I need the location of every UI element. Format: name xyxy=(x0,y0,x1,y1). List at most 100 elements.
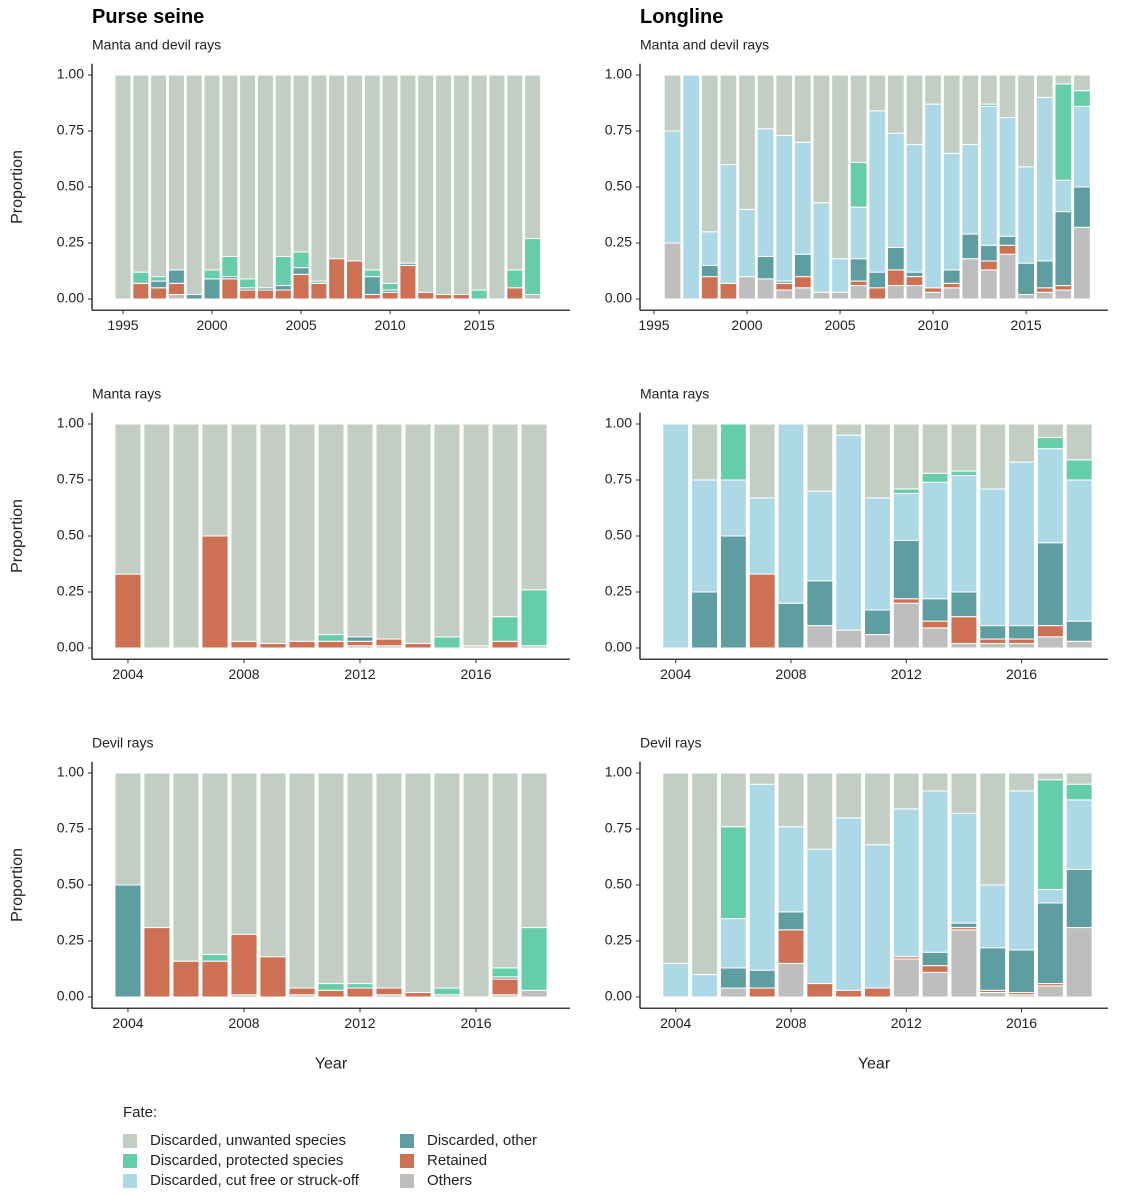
bar-segment xyxy=(979,423,1007,490)
bar-segment xyxy=(1065,772,1093,785)
bar-segment xyxy=(886,132,905,248)
bar-segment xyxy=(1017,294,1035,300)
bar-segment xyxy=(363,269,381,278)
bar-segment xyxy=(520,772,548,929)
bar-segment xyxy=(328,74,346,260)
bar-segment xyxy=(317,423,345,636)
bar-segment xyxy=(345,260,364,300)
bar-segment xyxy=(274,285,292,291)
bar-segment xyxy=(892,423,920,490)
bar-segment xyxy=(292,251,310,269)
bar-segment xyxy=(924,103,942,289)
bar-segment xyxy=(662,423,690,649)
bar-segment xyxy=(1008,625,1036,640)
bar-segment xyxy=(399,264,417,300)
bar-segment xyxy=(259,772,287,958)
bar-segment xyxy=(700,231,719,266)
bar-segment xyxy=(506,269,524,289)
bar-segment xyxy=(979,992,1007,998)
bar-segment xyxy=(274,74,292,257)
y-tick-label: 0.75 xyxy=(605,471,632,487)
x-tick-label: 2010 xyxy=(918,317,949,333)
bar-segment xyxy=(1017,262,1035,296)
bar-segment xyxy=(1008,790,1036,951)
bar-segment xyxy=(849,285,868,300)
bar-segment xyxy=(201,423,229,537)
bar-segment xyxy=(491,978,519,996)
y-tick-label: 0.25 xyxy=(57,583,84,599)
bar-segment xyxy=(892,488,920,494)
bar-segment xyxy=(700,264,719,278)
bar-segment xyxy=(506,287,524,300)
bar-segment xyxy=(363,294,381,300)
y-tick-label: 0.00 xyxy=(57,639,84,655)
bar-segment xyxy=(172,960,200,998)
bar-segment xyxy=(961,143,980,235)
bar-segment xyxy=(998,74,1017,119)
y-tick-label: 1.00 xyxy=(57,764,84,780)
bar-segment xyxy=(905,143,924,273)
bar-segment xyxy=(520,989,548,998)
bar-segment xyxy=(663,74,682,132)
bar-segment xyxy=(691,772,719,976)
x-tick-label: 2004 xyxy=(660,666,691,682)
bar-segment xyxy=(1036,436,1064,450)
y-tick-label: 0.50 xyxy=(605,876,632,892)
bar-segment xyxy=(863,423,891,499)
bar-segment xyxy=(1065,640,1093,649)
bar-segment xyxy=(274,255,292,287)
bar-segment xyxy=(998,253,1017,300)
bar-segment xyxy=(1036,779,1064,890)
bar-segment xyxy=(185,74,203,296)
bar-segment xyxy=(143,927,171,998)
bar-segment xyxy=(404,643,432,649)
bar-segment xyxy=(775,289,794,300)
bar-segment xyxy=(921,965,949,973)
bar-segment xyxy=(433,772,461,989)
bar-segment xyxy=(1017,166,1035,264)
legend-label: Retained xyxy=(427,1152,487,1169)
y-tick-label: 1.00 xyxy=(605,66,632,82)
legend-swatch xyxy=(400,1154,414,1168)
bar-segment xyxy=(979,772,1007,886)
x-tick-label: 2005 xyxy=(824,317,855,333)
bar-segment xyxy=(942,269,961,284)
bar-segment xyxy=(905,276,924,287)
bar-segment xyxy=(363,276,381,296)
bar-segment xyxy=(1008,949,1036,994)
bar-segment xyxy=(381,291,399,300)
bar-segment xyxy=(381,282,399,291)
x-tick-label: 2000 xyxy=(731,317,762,333)
bar-segment xyxy=(1073,186,1091,228)
bar-segment xyxy=(520,423,548,591)
y-tick-label: 0.50 xyxy=(57,178,84,194)
bar-segment xyxy=(132,282,150,300)
bar-segment xyxy=(230,640,258,649)
y-tick-label: 0.00 xyxy=(605,988,632,1004)
bar-segment xyxy=(892,958,920,998)
x-tick-label: 2015 xyxy=(464,317,495,333)
bar-segment xyxy=(777,423,805,604)
panel-subtitle: Manta and devil rays xyxy=(640,37,769,53)
bar-segment xyxy=(793,276,812,289)
bar-segment xyxy=(346,636,374,642)
bar-segment xyxy=(691,591,719,649)
bar-segment xyxy=(892,808,920,958)
bar-segment xyxy=(921,598,949,622)
bar-segment xyxy=(950,812,978,924)
bar-segment xyxy=(1065,620,1093,642)
bar-segment xyxy=(491,423,519,618)
bar-segment xyxy=(1065,459,1093,481)
bar-segment xyxy=(950,772,978,814)
y-axis-label: Proportion xyxy=(9,848,26,922)
bar-segment xyxy=(663,242,682,300)
bar-segment xyxy=(167,282,185,296)
bar-segment xyxy=(524,238,542,296)
bar-segment xyxy=(777,929,805,964)
bar-segment xyxy=(921,481,949,600)
bar-segment xyxy=(921,951,949,967)
y-tick-label: 0.50 xyxy=(605,527,632,543)
x-axis-label: Year xyxy=(858,1055,891,1072)
x-tick-label: 2004 xyxy=(112,1015,143,1031)
bar-segment xyxy=(1054,285,1073,291)
